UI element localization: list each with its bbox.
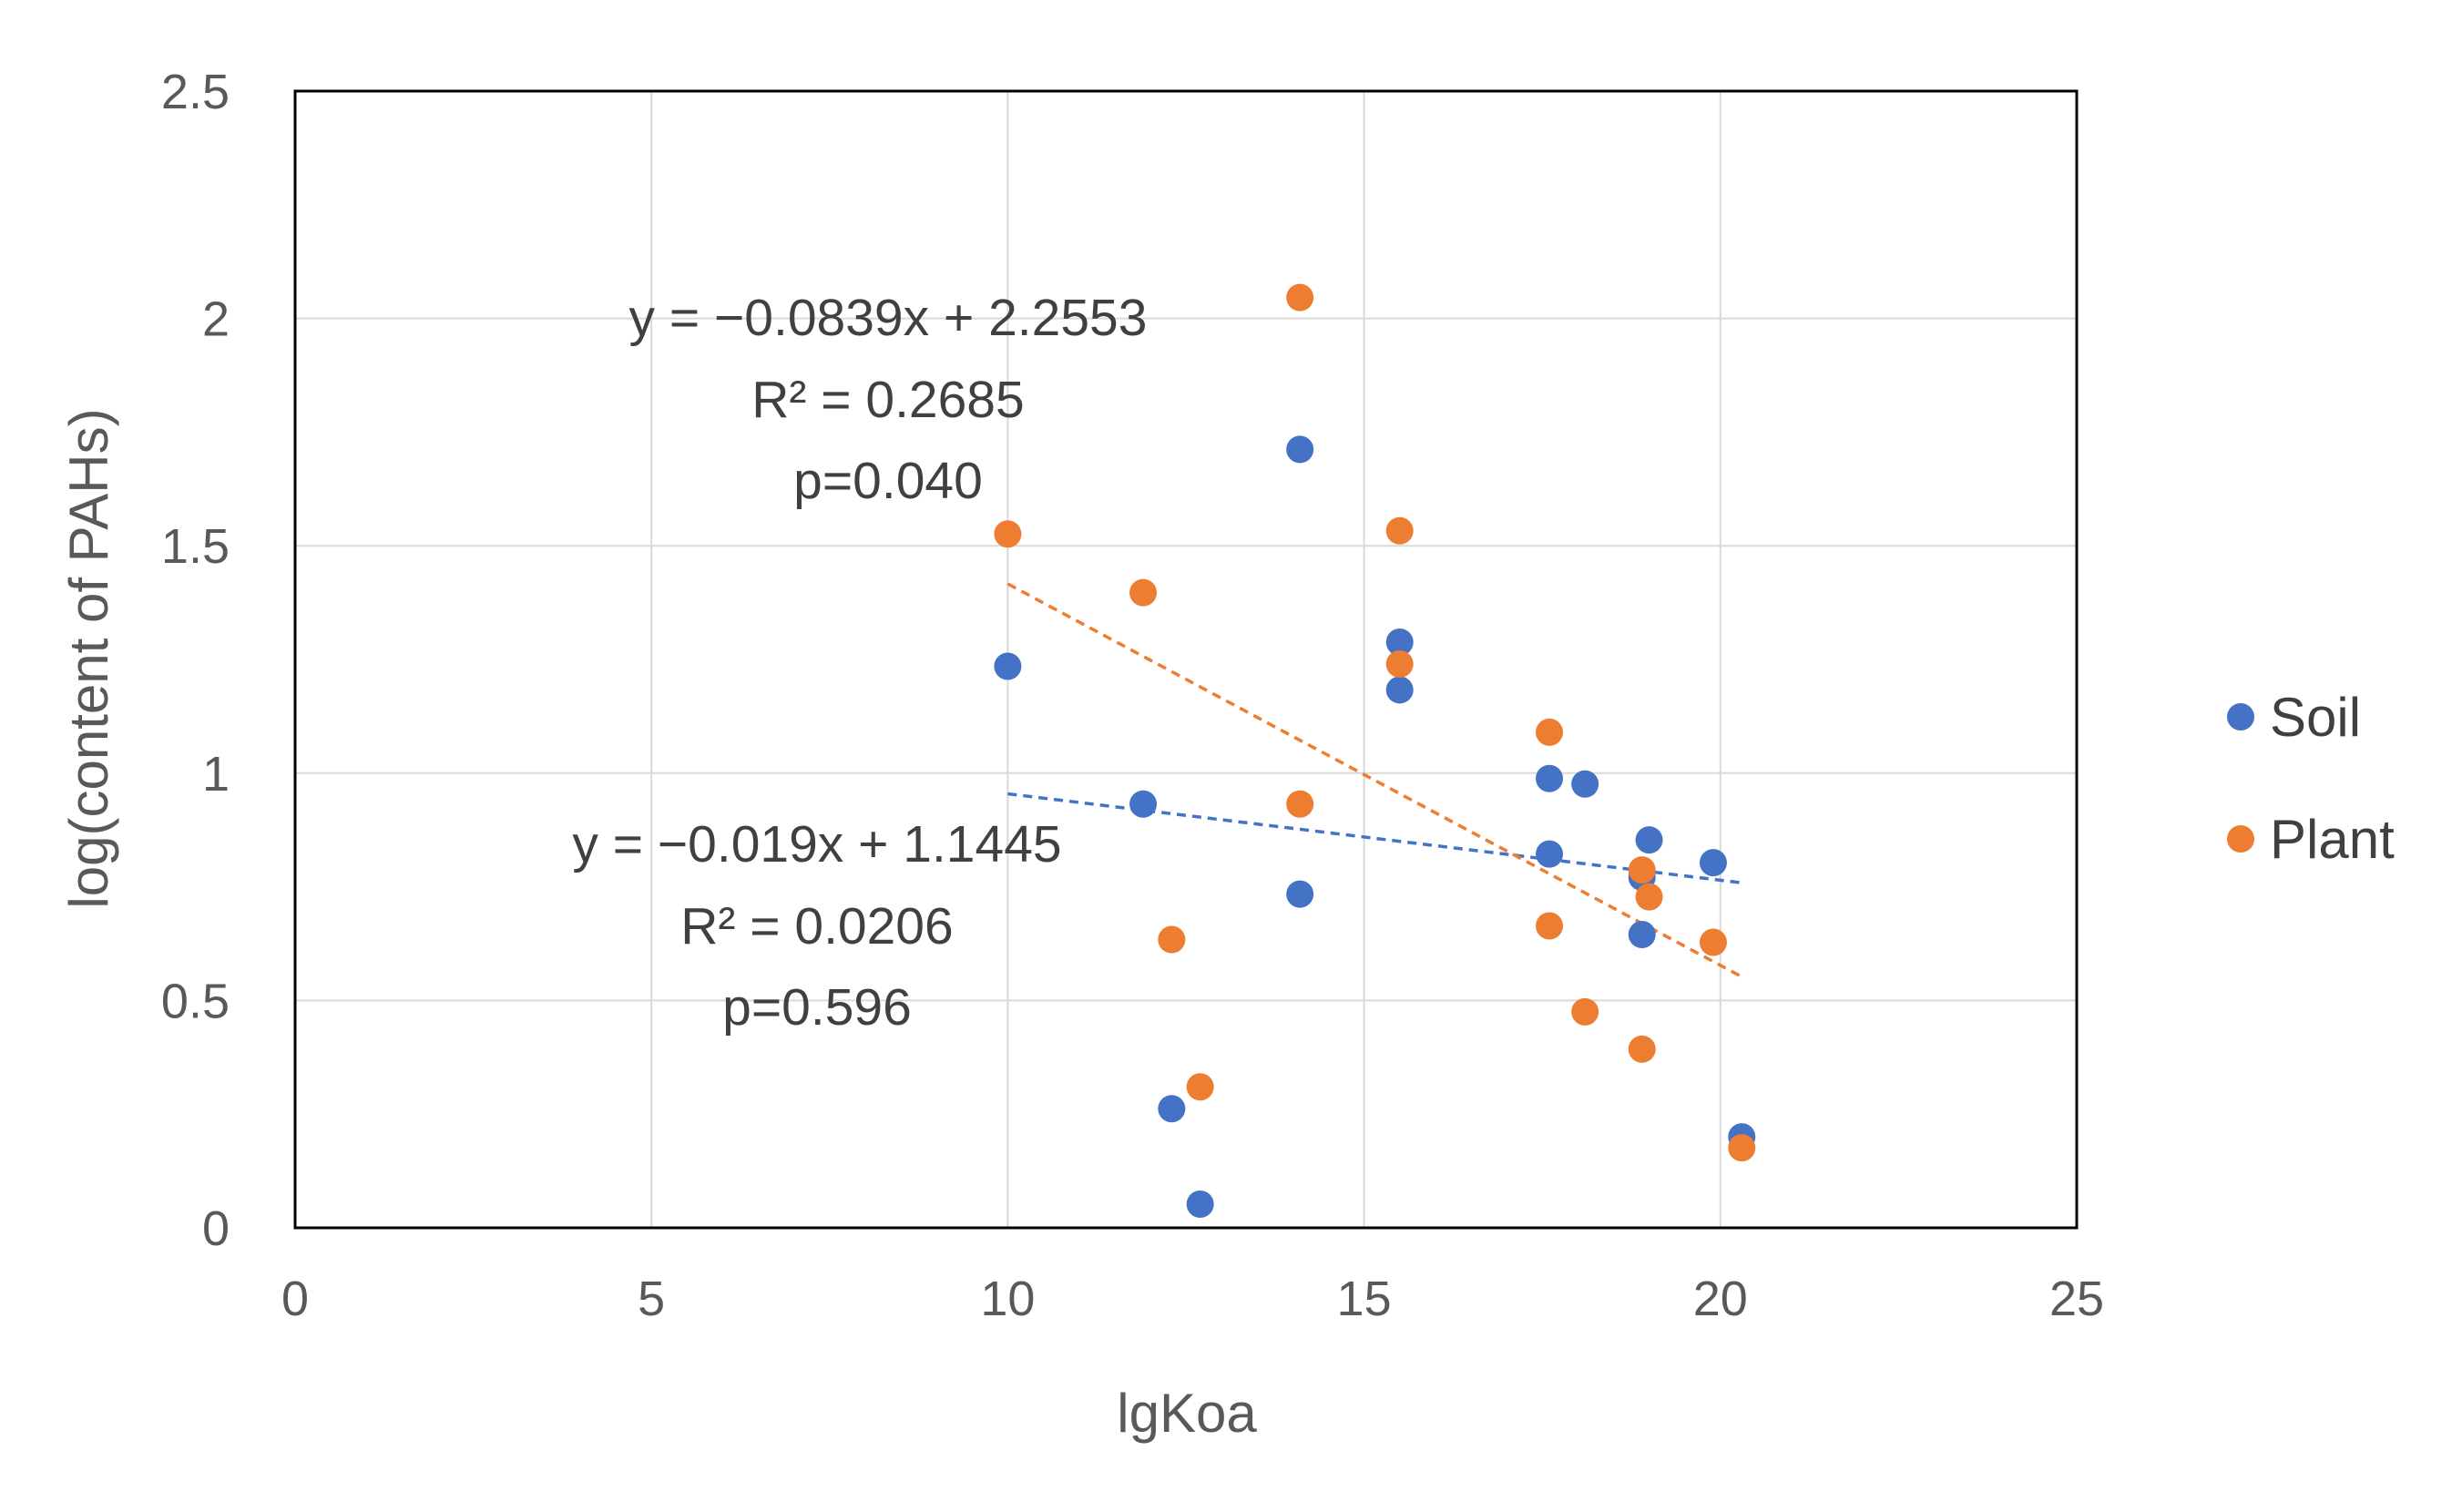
- plant-regression-equation: y = −0.0839x + 2.2553: [629, 289, 1148, 347]
- plant-data-point: [1536, 912, 1564, 940]
- data-points: [994, 283, 1756, 1219]
- horizontal-gridlines: [295, 317, 2077, 1002]
- plant-data-point: [1385, 649, 1414, 678]
- plant-data-point: [1129, 578, 1158, 607]
- soil-regression-annotation: y = −0.019x + 1.1445 R² = 0.0206 p=0.596: [572, 815, 1061, 1037]
- plant-regression-annotation: y = −0.0839x + 2.2553 R² = 0.2685 p=0.04…: [629, 289, 1148, 510]
- plant-data-point: [1635, 883, 1663, 911]
- plant-data-point: [1286, 790, 1314, 818]
- y-tick-label: 0: [202, 1201, 230, 1256]
- legend-soil-marker: [2227, 703, 2254, 730]
- soil-data-point: [1635, 826, 1663, 854]
- soil-regression-r2: R² = 0.0206: [680, 897, 953, 955]
- y-axis-tick-labels: 0 0.5 1 1.5 2 2.5: [161, 65, 230, 1256]
- soil-regression-equation: y = −0.019x + 1.1445: [572, 815, 1061, 873]
- x-tick-label: 20: [1693, 1272, 1748, 1326]
- x-axis-title: lgKoa: [1117, 1383, 1257, 1444]
- plant-data-point: [1186, 1073, 1214, 1101]
- soil-data-point: [1286, 435, 1314, 464]
- plant-data-point: [1628, 856, 1656, 884]
- plot-area-border: [293, 89, 2079, 1230]
- y-tick-label: 2: [202, 292, 230, 347]
- y-tick-label: 0.5: [161, 974, 230, 1028]
- plant-data-point: [1536, 718, 1564, 746]
- soil-data-point: [1186, 1190, 1214, 1219]
- legend-plant-marker: [2227, 825, 2254, 853]
- plant-data-point: [1286, 283, 1314, 312]
- x-tick-label: 5: [638, 1272, 665, 1326]
- soil-data-point: [1536, 840, 1564, 868]
- legend-plant-label: Plant: [2270, 809, 2395, 870]
- legend: Soil Plant: [2227, 687, 2395, 870]
- plant-data-point: [1728, 1134, 1756, 1162]
- y-tick-label: 1.5: [161, 519, 230, 574]
- soil-data-point: [1286, 880, 1314, 908]
- soil-data-point: [1571, 770, 1599, 798]
- soil-data-point: [1536, 764, 1564, 792]
- x-tick-label: 0: [281, 1272, 309, 1326]
- y-tick-label: 2.5: [161, 65, 230, 119]
- soil-data-point: [1699, 849, 1727, 877]
- plant-data-point: [994, 520, 1022, 548]
- x-tick-label: 25: [2049, 1272, 2104, 1326]
- soil-data-point: [1158, 1095, 1186, 1123]
- legend-soil-label: Soil: [2270, 687, 2361, 748]
- plant-data-point: [1628, 1035, 1656, 1063]
- soil-data-point: [1385, 628, 1414, 657]
- plant-regression-r2: R² = 0.2685: [751, 371, 1024, 429]
- x-axis-tick-labels: 0 5 10 15 20 25: [281, 1272, 2104, 1326]
- y-axis-title: log(content of PAHs): [58, 408, 119, 908]
- plant-data-point: [1158, 925, 1186, 954]
- plant-data-point: [1571, 997, 1599, 1026]
- plant-regression-p: p=0.040: [793, 452, 983, 510]
- plant-data-point: [1385, 516, 1414, 545]
- soil-regression-p: p=0.596: [722, 978, 912, 1037]
- plant-data-point: [1699, 928, 1727, 956]
- soil-data-point: [1385, 676, 1414, 704]
- soil-data-point: [994, 652, 1022, 680]
- x-tick-label: 10: [980, 1272, 1035, 1326]
- soil-data-point: [1628, 921, 1656, 949]
- soil-data-point: [1129, 790, 1158, 818]
- y-tick-label: 1: [202, 747, 230, 802]
- x-tick-label: 15: [1337, 1272, 1392, 1326]
